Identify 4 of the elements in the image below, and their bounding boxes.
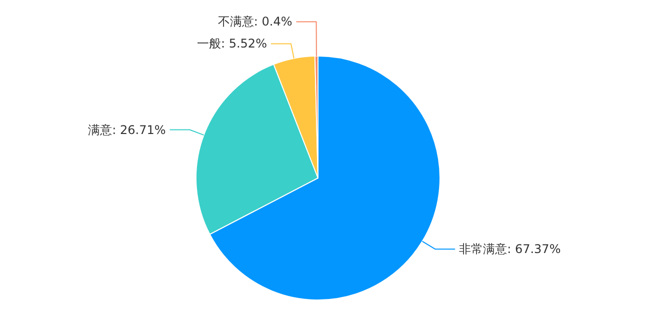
slice-label: 非常满意: 67.37%: [459, 242, 561, 256]
slice-label: 不满意: 0.4%: [218, 14, 292, 29]
slice-label: 一般: 5.52%: [196, 36, 267, 51]
slice-label: 满意: 26.71%: [88, 122, 166, 137]
